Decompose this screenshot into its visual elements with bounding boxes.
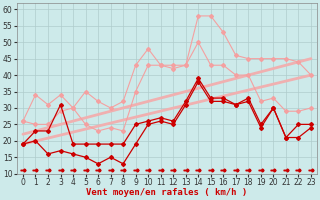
X-axis label: Vent moyen/en rafales ( km/h ): Vent moyen/en rafales ( km/h ): [86, 188, 248, 197]
